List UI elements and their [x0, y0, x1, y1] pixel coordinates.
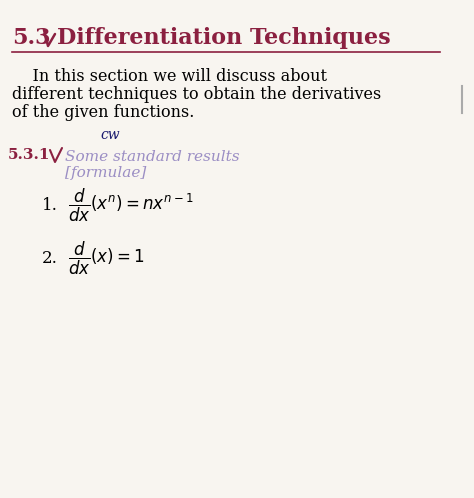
- Text: $\dfrac{d}{dx}(x) = 1$: $\dfrac{d}{dx}(x) = 1$: [68, 240, 145, 276]
- Text: Some standard results: Some standard results: [65, 150, 240, 164]
- Text: different techniques to obtain the derivatives: different techniques to obtain the deriv…: [12, 86, 381, 103]
- Text: cw: cw: [100, 128, 119, 142]
- Text: In this section we will discuss about: In this section we will discuss about: [12, 68, 327, 85]
- Text: 5.3.1: 5.3.1: [8, 148, 51, 162]
- Text: 2.: 2.: [42, 249, 58, 266]
- Text: [formulae]: [formulae]: [65, 166, 146, 180]
- Text: 5.3: 5.3: [12, 27, 51, 49]
- Text: $\dfrac{d}{dx}(x^{n}) = nx^{n-1}$: $\dfrac{d}{dx}(x^{n}) = nx^{n-1}$: [68, 186, 193, 224]
- Text: 1.: 1.: [42, 197, 58, 214]
- Text: of the given functions.: of the given functions.: [12, 104, 194, 121]
- Text: Differentiation Techniques: Differentiation Techniques: [57, 27, 391, 49]
